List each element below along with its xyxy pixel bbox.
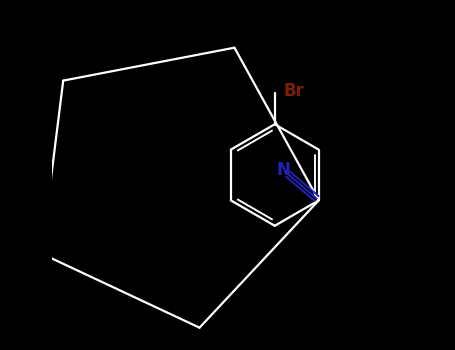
Text: Br: Br	[283, 82, 304, 100]
Text: N: N	[276, 161, 290, 179]
